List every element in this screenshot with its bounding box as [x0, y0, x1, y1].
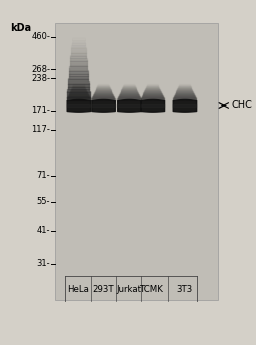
- Text: TCMK: TCMK: [141, 285, 164, 294]
- Text: 171-: 171-: [31, 106, 50, 115]
- Text: 41-: 41-: [37, 226, 50, 235]
- Text: kDa: kDa: [10, 23, 32, 33]
- Text: 293T: 293T: [92, 285, 114, 294]
- Text: 460-: 460-: [31, 32, 50, 41]
- Text: 3T3: 3T3: [176, 285, 193, 294]
- FancyBboxPatch shape: [55, 23, 218, 300]
- Text: CHC: CHC: [231, 100, 252, 110]
- Text: 31-: 31-: [36, 259, 50, 268]
- Text: Jurkat: Jurkat: [116, 285, 142, 294]
- Text: 117-: 117-: [31, 125, 50, 134]
- Text: 71-: 71-: [36, 171, 50, 180]
- Text: 55-: 55-: [37, 197, 50, 206]
- Text: 268-: 268-: [31, 65, 50, 74]
- Text: 238-: 238-: [31, 73, 50, 82]
- Text: HeLa: HeLa: [67, 285, 89, 294]
